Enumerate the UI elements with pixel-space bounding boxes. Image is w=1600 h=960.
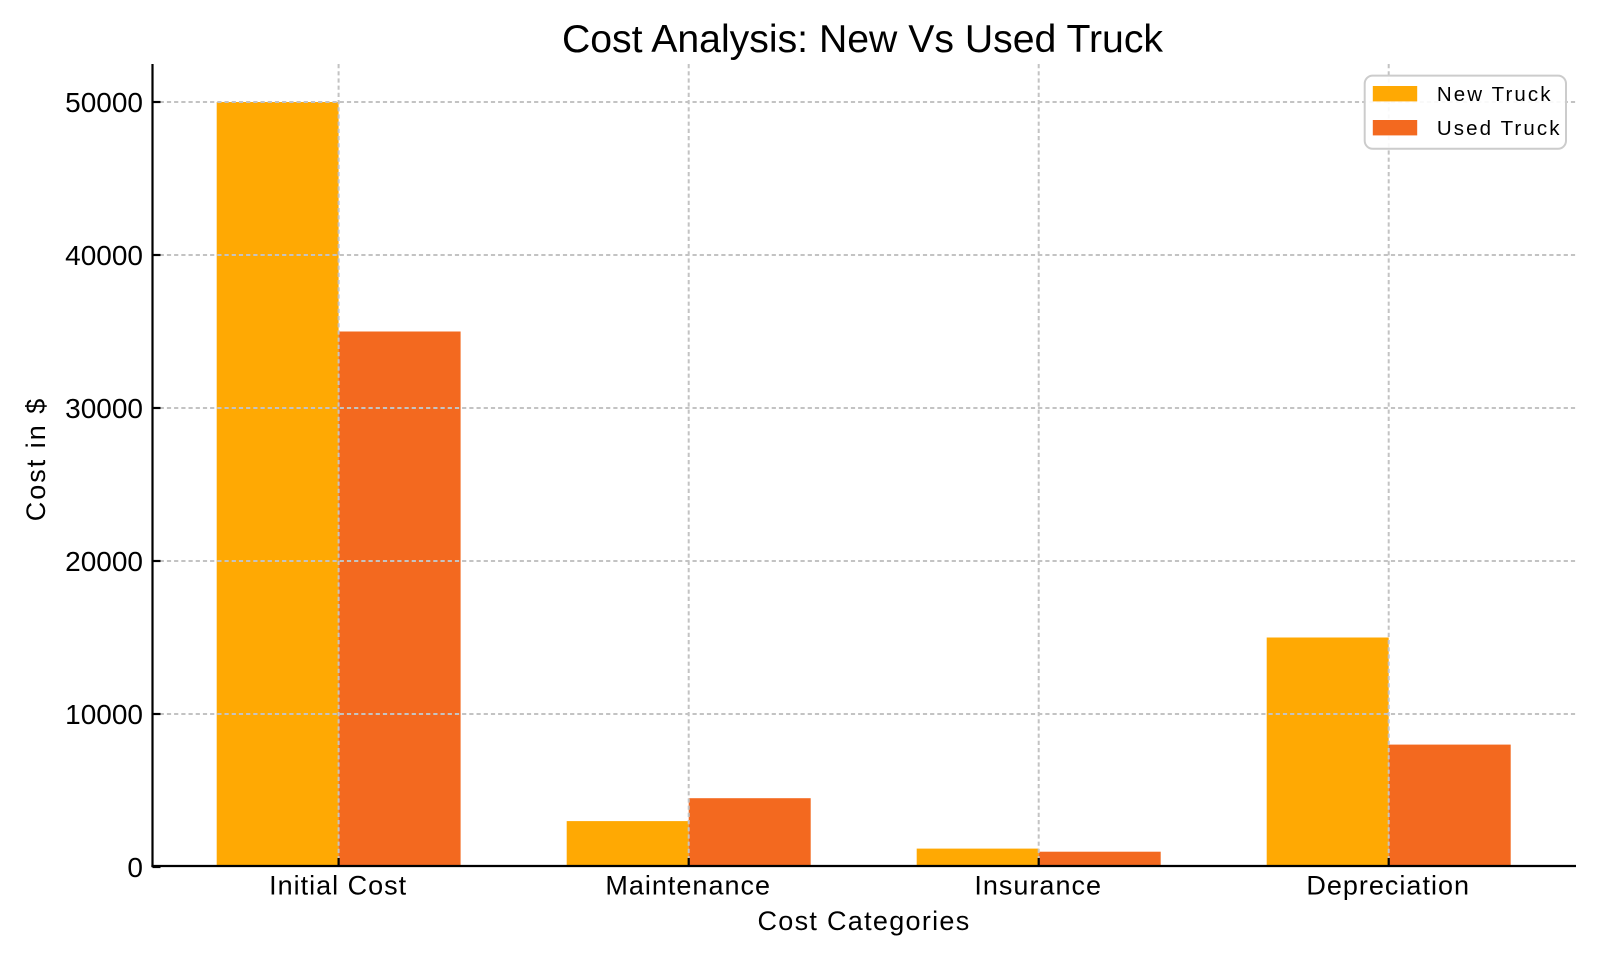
svg-text:Depreciation: Depreciation <box>1306 871 1470 901</box>
svg-text:Cost Categories: Cost Categories <box>757 906 970 936</box>
svg-text:New Truck: New Truck <box>1437 83 1553 106</box>
svg-text:40000: 40000 <box>65 240 143 271</box>
svg-text:0: 0 <box>127 852 143 883</box>
svg-text:Maintenance: Maintenance <box>605 871 771 901</box>
svg-text:Initial Cost: Initial Cost <box>269 871 407 901</box>
svg-text:Cost Analysis: New Vs Used Tru: Cost Analysis: New Vs Used Truck <box>562 18 1163 61</box>
svg-text:10000: 10000 <box>65 699 143 730</box>
svg-text:20000: 20000 <box>65 546 143 577</box>
svg-text:30000: 30000 <box>65 393 143 424</box>
svg-text:50000: 50000 <box>65 87 143 118</box>
svg-text:Cost in $: Cost in $ <box>21 397 51 522</box>
svg-text:Used Truck: Used Truck <box>1437 117 1562 140</box>
svg-text:Insurance: Insurance <box>974 871 1102 901</box>
